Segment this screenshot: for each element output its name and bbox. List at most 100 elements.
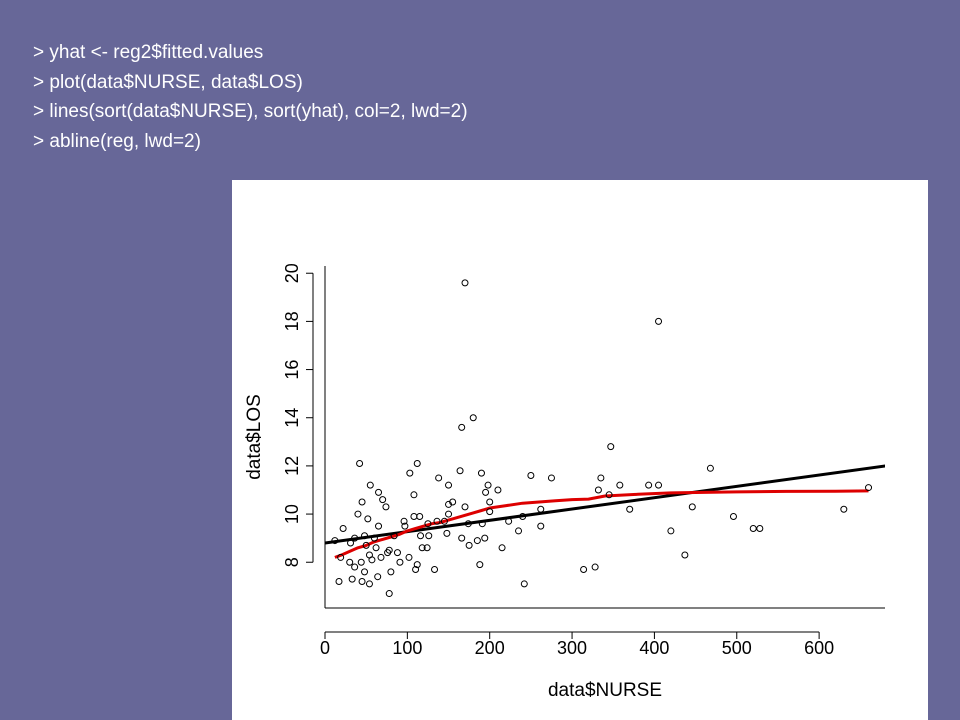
y-tick-label: 12 xyxy=(282,456,302,476)
code-block: > yhat <- reg2$fitted.values > plot(data… xyxy=(33,38,468,156)
data-point xyxy=(688,503,696,511)
data-point xyxy=(616,481,624,489)
data-point xyxy=(482,488,490,496)
data-point xyxy=(348,575,356,583)
data-point xyxy=(377,553,385,561)
data-point xyxy=(346,558,354,566)
data-point xyxy=(597,474,605,482)
data-point xyxy=(458,423,466,431)
data-point xyxy=(384,549,392,557)
data-point xyxy=(477,469,485,477)
data-point xyxy=(413,561,421,569)
data-point xyxy=(527,472,535,480)
data-point xyxy=(425,532,433,540)
data-point xyxy=(865,484,873,492)
x-tick-label: 500 xyxy=(722,638,752,658)
data-point xyxy=(449,498,457,506)
data-point xyxy=(505,517,513,525)
y-axis-label: data$LOS xyxy=(244,394,265,480)
regression-line xyxy=(325,464,885,545)
data-point xyxy=(486,498,494,506)
data-point xyxy=(382,503,390,511)
x-axis-label: data$NURSE xyxy=(548,680,662,701)
data-point xyxy=(681,551,689,559)
data-point xyxy=(417,532,425,540)
data-point xyxy=(458,534,466,542)
x-tick-label: 100 xyxy=(392,638,422,658)
data-point xyxy=(667,527,675,535)
data-point xyxy=(580,565,588,573)
y-tick-label: 8 xyxy=(282,557,302,567)
data-point xyxy=(469,414,477,422)
data-point xyxy=(461,503,469,511)
data-point xyxy=(370,534,378,542)
data-point xyxy=(368,556,376,564)
data-point xyxy=(358,578,366,586)
y-tick-label: 18 xyxy=(282,311,302,331)
plot-panel: 0 100 200 300 400 500 600 8 10 12 14 16 18 20 data$NU… xyxy=(232,180,928,720)
data-point xyxy=(418,544,426,552)
data-point xyxy=(339,525,347,533)
x-tick-label: 600 xyxy=(804,638,834,658)
data-point xyxy=(423,544,431,552)
data-point xyxy=(416,512,424,520)
data-point xyxy=(473,537,481,545)
data-point xyxy=(594,486,602,494)
data-point xyxy=(401,522,409,530)
y-tick-label: 10 xyxy=(282,504,302,524)
y-tick-label: 14 xyxy=(282,408,302,428)
data-point xyxy=(433,517,441,525)
data-point xyxy=(364,515,372,523)
data-point xyxy=(347,539,355,547)
data-point xyxy=(706,464,714,472)
data-point xyxy=(410,512,418,520)
data-point xyxy=(445,481,453,489)
data-point xyxy=(840,505,848,513)
data-point xyxy=(400,517,408,525)
x-tick-label: 200 xyxy=(475,638,505,658)
data-point xyxy=(406,469,414,477)
data-point xyxy=(607,443,615,451)
data-point xyxy=(405,553,413,561)
x-tick-label: 300 xyxy=(557,638,587,658)
data-point xyxy=(375,488,383,496)
data-point xyxy=(537,505,545,513)
data-point xyxy=(410,491,418,499)
data-point xyxy=(547,474,555,482)
data-point xyxy=(351,563,359,571)
data-point xyxy=(351,534,359,542)
data-point xyxy=(519,512,527,520)
data-point xyxy=(354,510,362,518)
data-point xyxy=(456,467,464,475)
data-point xyxy=(331,537,339,545)
data-point xyxy=(655,481,663,489)
data-point xyxy=(361,532,369,540)
code-line-plot: > plot(data$NURSE, data$LOS) xyxy=(33,71,303,93)
data-point xyxy=(461,279,469,287)
data-point xyxy=(515,527,523,535)
data-point xyxy=(486,508,494,516)
data-point xyxy=(655,317,663,325)
data-point xyxy=(387,568,395,576)
data-point xyxy=(424,520,432,528)
data-point xyxy=(412,565,420,573)
data-point xyxy=(362,541,370,549)
data-point xyxy=(374,573,382,581)
data-point xyxy=(537,522,545,530)
data-point xyxy=(756,525,764,533)
data-point xyxy=(385,590,393,598)
data-point xyxy=(464,520,472,528)
data-point xyxy=(605,491,613,499)
data-point xyxy=(365,580,373,588)
data-point xyxy=(465,541,473,549)
data-point xyxy=(478,520,486,528)
data-point xyxy=(435,474,443,482)
x-tick-label: 400 xyxy=(639,638,669,658)
data-point xyxy=(498,544,506,552)
code-line-lines: > lines(sort(data$NURSE), sort(yhat), co… xyxy=(33,101,468,122)
data-point xyxy=(361,568,369,576)
code-line-abline: > abline(reg, lwd=2) xyxy=(33,130,201,152)
data-point xyxy=(626,505,634,513)
data-point xyxy=(396,558,404,566)
data-point xyxy=(413,459,421,467)
